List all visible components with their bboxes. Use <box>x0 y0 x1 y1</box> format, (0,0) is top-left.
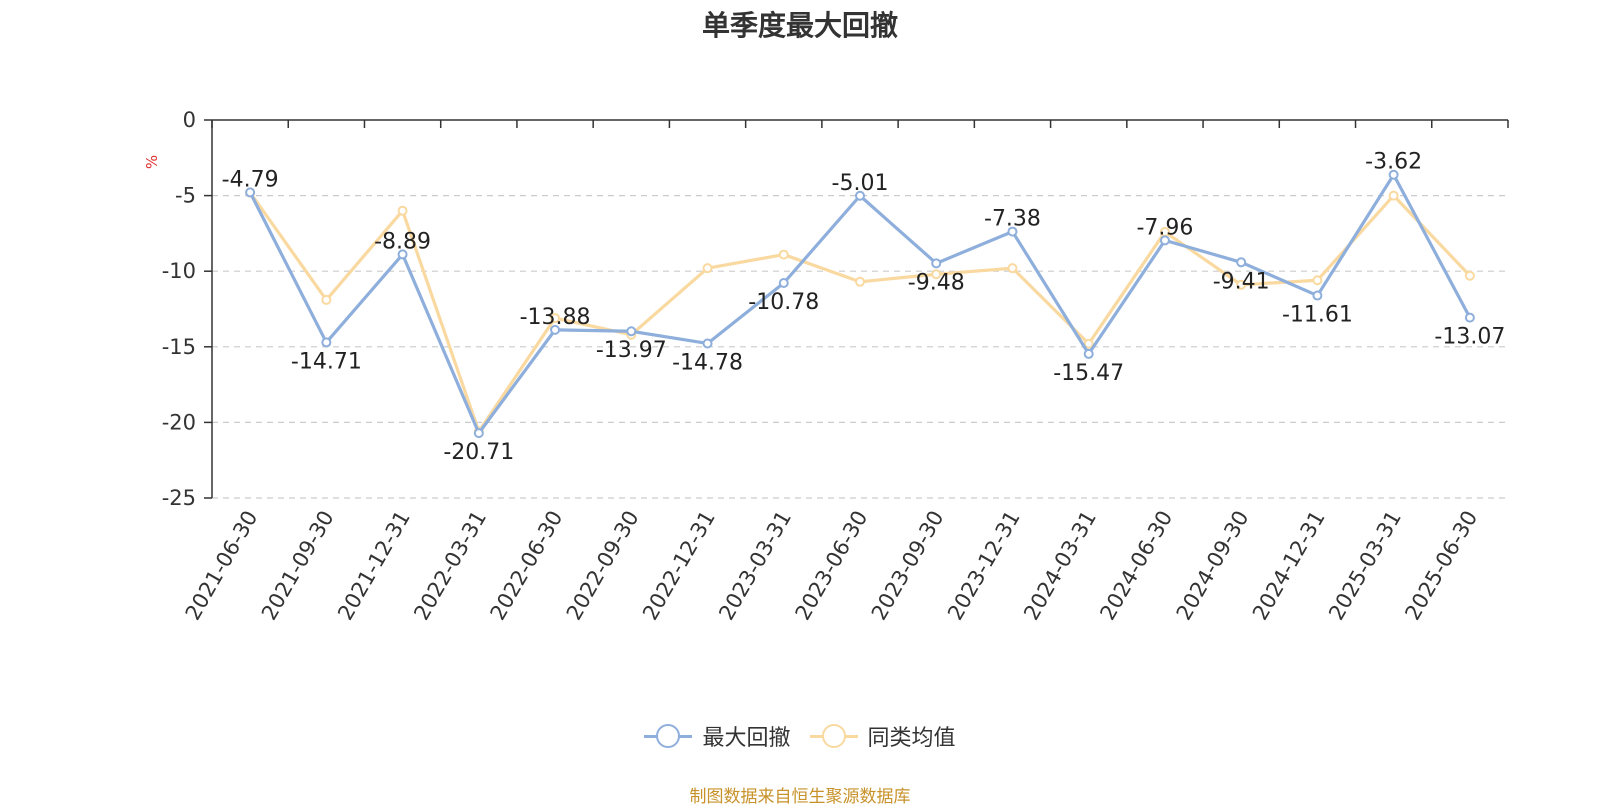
point-drawdown <box>1159 235 1170 246</box>
point-drawdown <box>1083 348 1094 359</box>
x-tick-label: 2023-06-30 <box>791 507 873 625</box>
x-tick-label: 2025-03-31 <box>1324 507 1406 625</box>
point-drawdown <box>473 428 484 439</box>
x-tick-label: 2024-12-31 <box>1248 507 1330 625</box>
point-drawdown <box>550 324 561 335</box>
legend-item-peer-average[interactable]: 同类均值 <box>809 720 956 752</box>
x-tick-label: 2025-06-30 <box>1400 507 1482 625</box>
point-drawdown <box>1464 312 1475 323</box>
data-label: -15.47 <box>1053 361 1124 386</box>
data-label: -14.71 <box>291 349 362 374</box>
x-tick-label: 2023-03-31 <box>714 507 796 625</box>
legend-label-peer-average: 同类均值 <box>867 726 956 751</box>
point-peer-average <box>855 276 865 287</box>
data-label: -10.78 <box>748 290 819 315</box>
data-label: -14.78 <box>672 350 743 375</box>
point-peer-average <box>1083 338 1094 349</box>
data-label: -9.41 <box>1213 269 1270 294</box>
data-label: -4.79 <box>222 167 279 192</box>
data-label: -20.71 <box>443 440 514 465</box>
chart-title: 单季度最大回撤 <box>701 9 898 42</box>
point-peer-average <box>778 249 789 260</box>
legend-swatch-peer-average <box>809 724 858 748</box>
point-peer-average <box>1464 270 1475 281</box>
point-drawdown <box>1312 290 1323 301</box>
point-peer-average <box>321 294 332 305</box>
x-tick-label: 2024-09-30 <box>1172 507 1254 625</box>
point-drawdown <box>626 326 637 337</box>
point-drawdown <box>855 190 865 201</box>
x-tick-label: 2023-12-31 <box>943 507 1025 625</box>
point-peer-average <box>1312 275 1323 286</box>
point-drawdown <box>1007 226 1018 237</box>
data-label: -13.07 <box>1434 325 1505 350</box>
y-tick-label: -15 <box>162 335 196 359</box>
y-tick-label: -25 <box>162 486 196 510</box>
point-drawdown <box>321 337 332 348</box>
x-tick-label: 2022-03-31 <box>409 507 491 625</box>
point-peer-average <box>931 269 942 280</box>
point-drawdown <box>1236 257 1247 268</box>
point-drawdown <box>702 338 713 349</box>
data-label: -9.48 <box>908 270 965 295</box>
point-drawdown <box>397 249 408 260</box>
legend-label-drawdown: 最大回撤 <box>702 726 791 751</box>
data-label: -7.38 <box>984 207 1041 232</box>
x-tick-label: 2021-06-30 <box>181 507 263 625</box>
point-peer-average <box>550 313 561 324</box>
point-drawdown <box>931 258 942 269</box>
legend: 最大回撤 同类均值 <box>0 720 1600 754</box>
x-tick-label: 2021-12-31 <box>333 507 415 625</box>
y-tick-label: -20 <box>162 410 196 434</box>
point-drawdown <box>1388 169 1399 180</box>
y-axis-label: % <box>143 155 161 169</box>
legend-swatch-drawdown <box>644 724 693 748</box>
data-label: -13.88 <box>520 305 591 330</box>
data-label: -3.62 <box>1365 150 1422 175</box>
data-label: -13.97 <box>596 338 667 363</box>
x-tick-label: 2022-09-30 <box>562 507 644 625</box>
source-note: 制图数据来自恒生聚源数据库 <box>689 787 911 807</box>
x-tick-label: 2024-03-31 <box>1019 507 1101 625</box>
x-tick-label: 2024-06-30 <box>1095 507 1177 625</box>
point-peer-average <box>1236 279 1247 290</box>
data-label: -8.89 <box>374 229 431 254</box>
x-tick-label: 2022-12-31 <box>638 507 720 625</box>
legend-item-drawdown[interactable]: 最大回撤 <box>644 720 791 752</box>
y-tick-label: -5 <box>175 184 196 208</box>
point-peer-average <box>1388 190 1399 201</box>
point-drawdown <box>778 277 789 288</box>
data-label: -5.01 <box>832 171 889 196</box>
point-peer-average <box>702 263 713 274</box>
point-peer-average <box>1007 263 1018 274</box>
point-peer-average <box>397 205 408 216</box>
y-tick-label: -10 <box>162 259 196 283</box>
x-tick-label: 2022-06-30 <box>486 507 568 625</box>
x-tick-label: 2023-09-30 <box>867 507 949 625</box>
y-tick-label: 0 <box>183 108 196 132</box>
x-tick-label: 2021-09-30 <box>257 507 339 625</box>
point-drawdown <box>245 187 256 198</box>
data-label: -11.61 <box>1282 303 1353 328</box>
data-label: -7.96 <box>1136 215 1193 240</box>
